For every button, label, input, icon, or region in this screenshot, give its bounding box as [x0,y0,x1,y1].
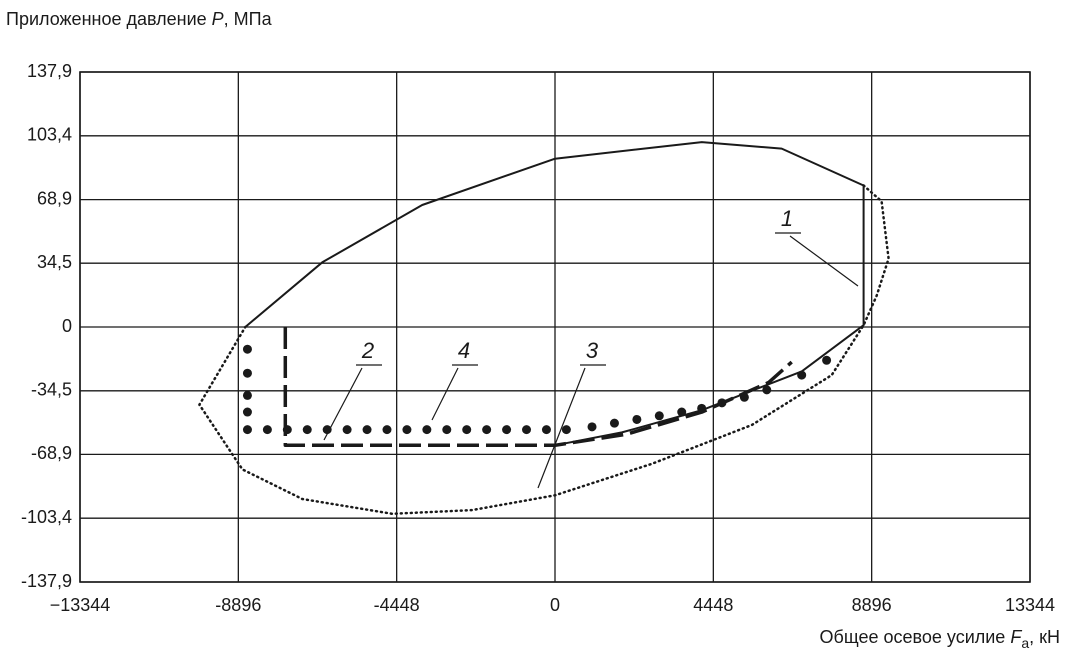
data-point [654,411,664,421]
curve-label: 2 [361,338,374,363]
data-point [822,355,832,365]
data-point [242,407,252,417]
y-axis-label: Приложенное давление P, МПа [6,9,273,29]
y-tick-label: -34,5 [31,380,72,400]
y-tick-label: 0 [62,316,72,336]
curve-label: 4 [458,338,470,363]
data-point [587,422,597,432]
data-point [697,403,707,413]
callout-leader [537,367,586,489]
data-point [242,425,252,435]
data-point [362,425,372,435]
data-point [322,425,332,435]
x-tick-label: 8896 [852,595,892,615]
plot-frame [79,71,1031,583]
data-point [632,414,642,424]
callout-leader [789,235,859,287]
y-tick-label: -137,9 [21,571,72,591]
x-tick-label: -8896 [215,595,261,615]
x-tick-label: 13344 [1005,595,1055,615]
y-tick-label: 68,9 [37,188,72,208]
data-point [609,418,619,428]
data-point [482,425,492,435]
series-line [198,184,890,516]
y-tick-label: 103,4 [27,125,72,145]
x-tick-label: -4448 [374,595,420,615]
data-point [797,370,807,380]
curve-label: 1 [781,206,793,231]
callout-leader [431,367,459,421]
y-tick-label: -103,4 [21,507,72,527]
data-point [717,398,727,408]
y-tick-label: 137,9 [27,61,72,81]
data-point [382,425,392,435]
data-point [262,425,272,435]
series-line [283,327,793,448]
data-point [502,425,512,435]
data-point [402,425,412,435]
x-tick-label: 4448 [693,595,733,615]
data-point [762,385,772,395]
series-line [244,141,865,447]
data-point [422,425,432,435]
data-point [442,425,452,435]
data-point [242,344,252,354]
data-point [302,425,312,435]
data-point [242,368,252,378]
data-point [541,425,551,435]
data-point [561,425,571,435]
y-tick-label: 34,5 [37,252,72,272]
data-point [739,392,749,402]
data-point [462,425,472,435]
curve-label: 3 [586,338,599,363]
data-point [342,425,352,435]
data-point [242,390,252,400]
data-point [522,425,532,435]
x-tick-label: 0 [550,595,560,615]
x-axis-label: Общее осевое усилие Fa, кН [820,627,1060,651]
data-point [677,407,687,417]
x-tick-label: −13344 [50,595,111,615]
y-tick-label: -68,9 [31,443,72,463]
data-point [282,425,292,435]
